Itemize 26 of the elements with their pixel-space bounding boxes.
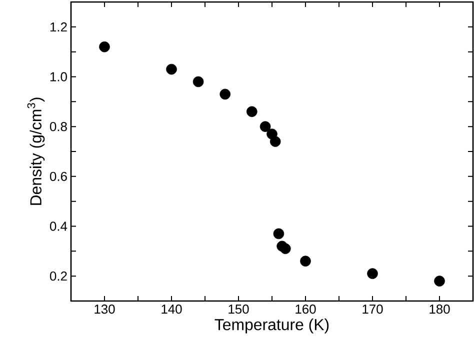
point: [270, 136, 281, 147]
x-tick-label: 150: [228, 304, 249, 314]
x-tick-label: 140: [162, 304, 182, 314]
y-tick-label: 1.2: [50, 22, 67, 32]
y-tick-label: 0.4: [50, 222, 68, 231]
point: [192, 76, 204, 88]
x-tick-label: 130: [94, 304, 115, 314]
y-tick-label: 1.0: [50, 72, 67, 82]
x-tick-label: 170: [362, 304, 383, 314]
y-tick-label: 0.8: [50, 122, 67, 132]
point: [300, 256, 311, 267]
x-axis-title: Temperature (K): [214, 318, 329, 334]
point: [367, 268, 378, 279]
point: [220, 88, 230, 100]
point: [166, 64, 177, 75]
point: [99, 41, 110, 52]
point: [280, 243, 291, 254]
y-tick-label: 0.6: [50, 172, 67, 181]
y-tick-label: 0.2: [50, 271, 67, 281]
x-tick-label: 180: [430, 304, 450, 314]
point: [246, 106, 258, 118]
point: [434, 276, 445, 286]
point: [260, 121, 271, 132]
y-axis-title: Density (g/cm$^{3}$): [27, 98, 45, 205]
x-tick-label: 160: [296, 304, 316, 314]
point: [273, 228, 284, 240]
